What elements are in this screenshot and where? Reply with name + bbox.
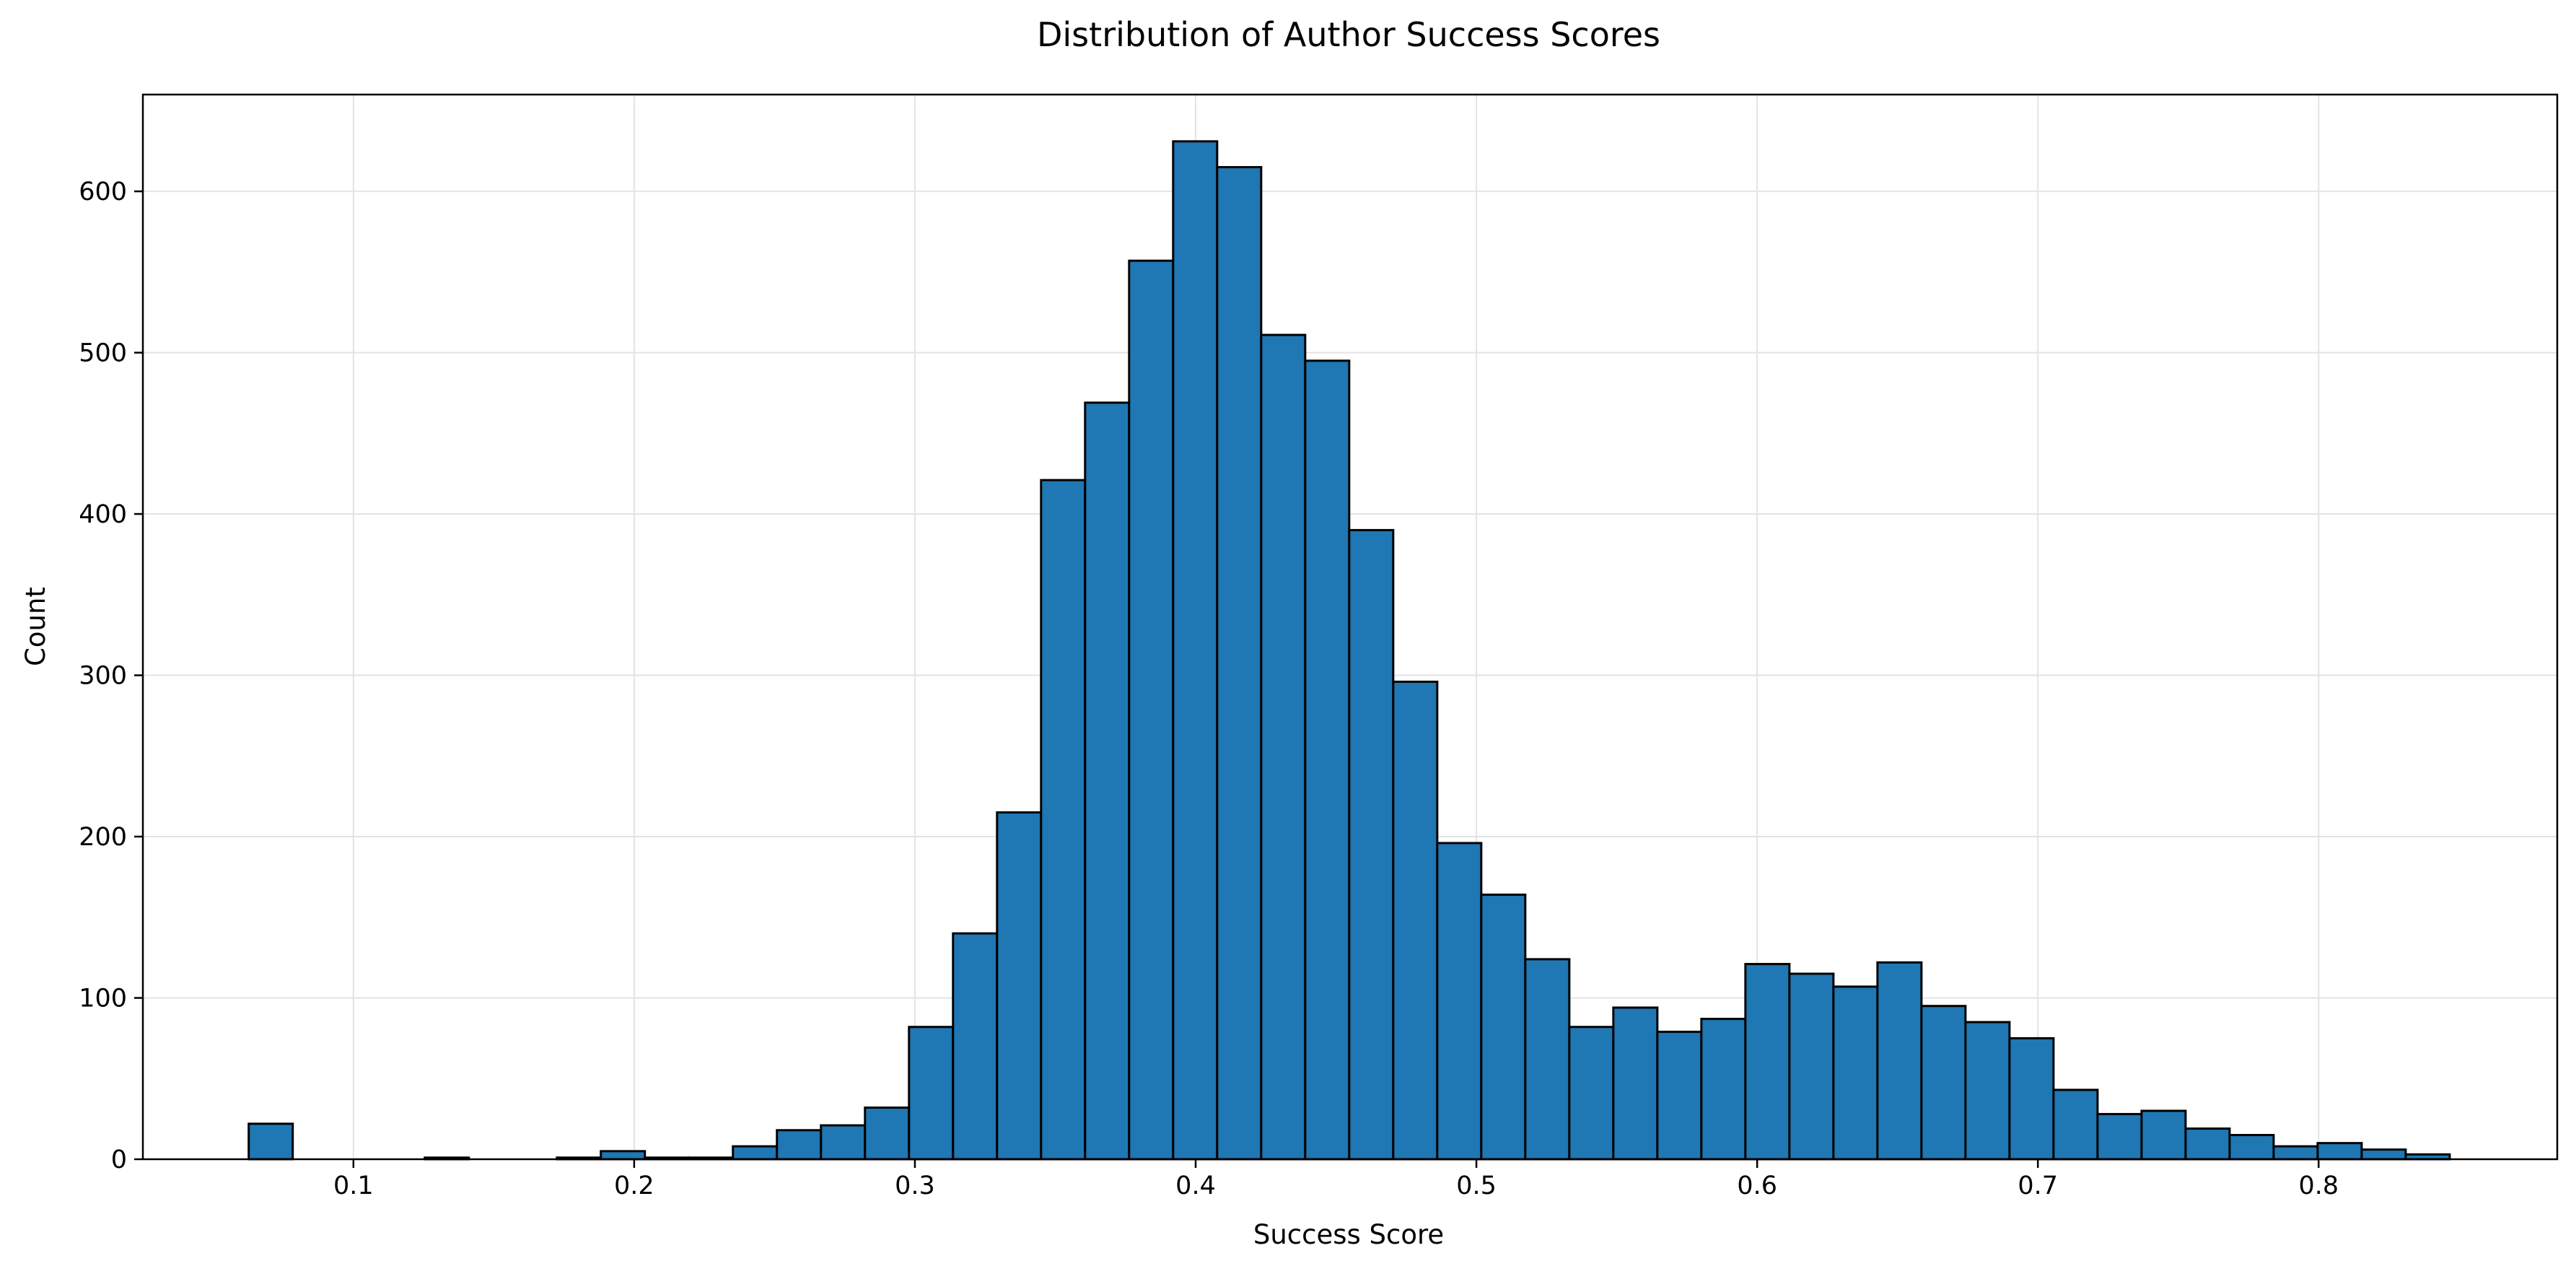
histogram-bar-43 <box>2140 1109 2187 1161</box>
histogram-bar-0 <box>247 1122 294 1161</box>
histogram-bar-22 <box>1216 166 1263 1161</box>
histogram-bar-25 <box>1348 528 1395 1161</box>
y-tick-label: 400 <box>79 500 127 529</box>
x-tick-label: 0.5 <box>1456 1172 1497 1200</box>
x-tick-label: 0.2 <box>614 1172 654 1200</box>
y-axis-ticks: 0 100 200 300 400 500 600 <box>79 178 143 1174</box>
x-tick-label: 0.3 <box>895 1172 935 1200</box>
x-axis-ticks: 0.1 0.2 0.3 0.4 0.5 0.6 0.7 0.8 <box>333 1159 2339 1200</box>
y-tick-label: 200 <box>79 823 127 852</box>
histogram-bar-41 <box>2052 1088 2099 1161</box>
chart-title: Distribution of Author Success Scores <box>1037 15 1660 54</box>
x-tick-label: 0.6 <box>1737 1172 1777 1200</box>
histogram-bar-23 <box>1260 333 1307 1161</box>
histogram-bar-17 <box>996 811 1043 1161</box>
histogram-bar-16 <box>952 932 999 1161</box>
x-axis-title: Success Score <box>1253 1219 1444 1250</box>
y-tick-label: 600 <box>79 178 127 206</box>
histogram-bar-45 <box>2228 1133 2275 1161</box>
y-tick-label: 500 <box>79 339 127 368</box>
y-axis-title: Count <box>20 587 51 666</box>
x-tick-label: 0.7 <box>2018 1172 2058 1200</box>
y-tick-label: 300 <box>79 662 127 691</box>
histogram-bar-39 <box>1964 1021 2011 1161</box>
histogram-bar-37 <box>1876 961 1923 1161</box>
histogram-bar-13 <box>820 1124 867 1161</box>
x-tick-label: 0.4 <box>1175 1172 1216 1200</box>
plot-frame <box>141 93 2559 1161</box>
histogram-bar-11 <box>732 1145 779 1161</box>
histogram-bar-32 <box>1656 1030 1703 1161</box>
histogram-bars <box>247 140 2451 1161</box>
histogram-bar-44 <box>2184 1127 2231 1161</box>
y-tick-label: 0 <box>111 1146 127 1174</box>
histogram-bar-14 <box>864 1106 911 1161</box>
histogram-bar-36 <box>1832 985 1879 1161</box>
histogram-bar-38 <box>1920 1005 1967 1161</box>
histogram-bar-28 <box>1480 893 1527 1161</box>
y-tick-label: 100 <box>79 985 127 1013</box>
histogram-bar-31 <box>1612 1006 1659 1161</box>
histogram-bar-40 <box>2008 1037 2055 1161</box>
histogram-bar-30 <box>1568 1026 1615 1161</box>
histogram-bar-42 <box>2096 1112 2143 1161</box>
histogram-bar-20 <box>1128 259 1175 1161</box>
histogram-bar-35 <box>1788 972 1835 1161</box>
x-tick-label: 0.1 <box>333 1172 374 1200</box>
histogram-bar-18 <box>1040 479 1087 1161</box>
histogram-bar-19 <box>1084 401 1131 1161</box>
histogram-bar-27 <box>1436 842 1483 1161</box>
histogram-bar-48 <box>2360 1148 2407 1161</box>
histogram-bar-24 <box>1304 359 1351 1161</box>
histogram-bar-12 <box>776 1129 823 1161</box>
x-tick-label: 0.8 <box>2298 1172 2339 1200</box>
histogram-bar-33 <box>1700 1018 1747 1161</box>
histogram-bar-8 <box>600 1150 647 1161</box>
histogram-bar-46 <box>2272 1145 2319 1161</box>
histogram-bar-26 <box>1392 680 1439 1161</box>
histogram-bar-21 <box>1172 140 1219 1161</box>
histogram-bar-15 <box>908 1026 955 1161</box>
histogram-bar-34 <box>1744 963 1791 1161</box>
histogram-bar-47 <box>2316 1142 2363 1161</box>
histogram-bar-29 <box>1524 958 1571 1161</box>
